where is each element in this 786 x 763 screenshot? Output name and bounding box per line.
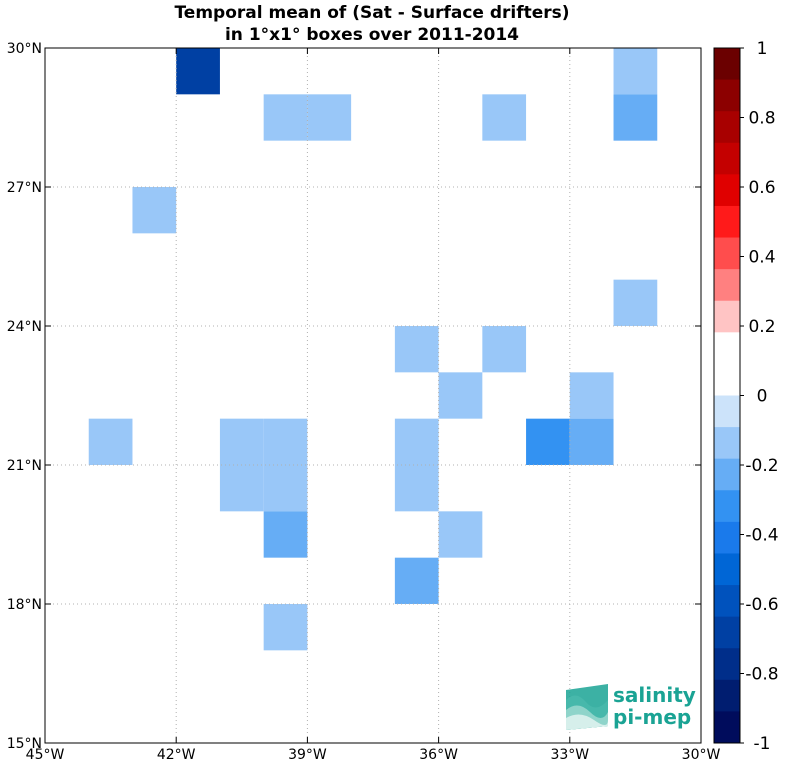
x-tick-label-1: 42°W: [157, 747, 196, 763]
heatmap-cell-29: [263, 604, 308, 651]
colorbar-bin-3: [714, 142, 740, 175]
heatmap-cell-12: [482, 326, 527, 373]
heatmap-cells: [45, 48, 658, 651]
colorbar-bin-16: [714, 553, 740, 586]
heatmap-cell-22: [45, 465, 89, 512]
colorbar-bin-17: [714, 585, 740, 618]
y-tick-label-1: 18°N: [7, 597, 42, 613]
chart-subtitle: in 1°x1° boxes over 2011-2014: [225, 25, 519, 45]
colorbar-bin-21: [714, 711, 740, 744]
colorbar-tick-label-0: 1: [757, 39, 768, 59]
heatmap-cell-5: [482, 94, 527, 141]
heatmap-cell-14: [569, 372, 614, 419]
colorbar-tick-label-6: -0.2: [745, 456, 778, 476]
wave-logo-icon: [566, 684, 608, 730]
x-tick-label-5: 30°W: [682, 747, 721, 763]
colorbar-tick-label-5: 0: [757, 387, 768, 407]
colorbar-bin-18: [714, 616, 740, 649]
colorbar-bin-15: [714, 521, 740, 554]
colorbar-bin-7: [714, 269, 740, 302]
heatmap-cell-6: [613, 48, 658, 95]
chart-title: Temporal mean of (Sat - Surface drifters…: [174, 3, 569, 23]
colorbar-bin-9: [714, 332, 740, 365]
colorbar-tick-label-2: 0.6: [748, 178, 775, 198]
heatmap-cell-11: [394, 326, 439, 373]
logo-line2: pi-mep: [613, 705, 691, 729]
heatmap-cell-15: [88, 418, 133, 465]
heatmap-cell-1: [45, 94, 89, 141]
heatmap-cell-4: [307, 94, 352, 141]
salinity-pi-mep-logo: salinity pi-mep: [566, 683, 696, 730]
colorbar-bin-8: [714, 300, 740, 333]
heatmap-cell-23: [219, 465, 264, 512]
colorbar-bin-11: [714, 395, 740, 428]
x-tick-label-4: 33°W: [550, 747, 589, 763]
colorbar-ticks: 1 0.8 0.6 0.4 0.2 0 -0.2 -0.4 -0.6 -0.8 -1: [740, 39, 779, 754]
colorbar-bin-2: [714, 111, 740, 144]
heatmap-cell-3: [263, 94, 308, 141]
y-tick-label-3: 24°N: [7, 319, 42, 335]
heatmap-cell-25: [394, 465, 439, 512]
heatmap-cell-17: [263, 418, 308, 465]
heatmap-cell-21: [569, 418, 614, 465]
heatmap-cell-10: [613, 279, 658, 326]
x-tick-label-2: 39°W: [288, 747, 327, 763]
heatmap-cell-20: [526, 418, 570, 465]
colorbar-bin-19: [714, 648, 740, 681]
y-axis: 15°N 18°N 21°N 24°N 27°N 30°N: [7, 41, 701, 752]
y-tick-label-5: 30°N: [7, 41, 42, 57]
plot-frame: [44, 47, 702, 744]
heatmap-cell-0: [45, 48, 89, 95]
heatmap-cell-8: [132, 140, 177, 187]
colorbar-bin-0: [714, 48, 740, 80]
colorbar-bin-14: [714, 490, 740, 523]
colorbar-tick-label-3: 0.4: [748, 248, 775, 268]
y-tick-label-4: 27°N: [7, 180, 42, 196]
heatmap-cell-24: [263, 465, 308, 512]
heatmap-cell-19: [394, 418, 439, 465]
colorbar-bin-12: [714, 427, 740, 460]
logo-line1: salinity: [613, 683, 696, 707]
heatmap-cell-13: [438, 372, 483, 419]
colorbar: [713, 47, 741, 744]
colorbar-bin-20: [714, 679, 740, 712]
heatmap-cell-9: [132, 187, 177, 234]
colorbar-bin-10: [714, 363, 740, 396]
colorbar-tick-label-7: -0.4: [745, 526, 778, 546]
colorbar-bin-13: [714, 458, 740, 491]
colorbar-bin-4: [714, 174, 740, 207]
colorbar-bin-1: [714, 79, 740, 112]
heatmap-cell-7: [613, 94, 658, 141]
heatmap-cell-28: [394, 557, 439, 604]
colorbar-tick-label-4: 0.2: [748, 317, 775, 337]
colorbar-bin-6: [714, 237, 740, 270]
heatmap-cell-26: [263, 511, 308, 558]
x-axis: 45°W 42°W 39°W 36°W 33°W 30°W: [26, 48, 721, 763]
x-tick-label-3: 36°W: [419, 747, 458, 763]
heatmap-cell-27: [438, 511, 483, 558]
heatmap-cell-2: [176, 48, 220, 95]
x-tick-label-0: 45°W: [26, 747, 65, 763]
heatmap-cell-18: [307, 418, 352, 465]
colorbar-tick-label-8: -0.6: [745, 595, 778, 615]
colorbar-tick-label-9: -0.8: [745, 665, 778, 685]
colorbar-tick-label-1: 0.8: [748, 109, 775, 129]
colorbar-bin-5: [714, 205, 740, 238]
colorbar-tick-label-10: -1: [754, 734, 771, 754]
y-tick-label-2: 21°N: [7, 458, 42, 474]
y-tick-label-0: 15°N: [7, 736, 42, 752]
heatmap-cell-16: [219, 418, 264, 465]
